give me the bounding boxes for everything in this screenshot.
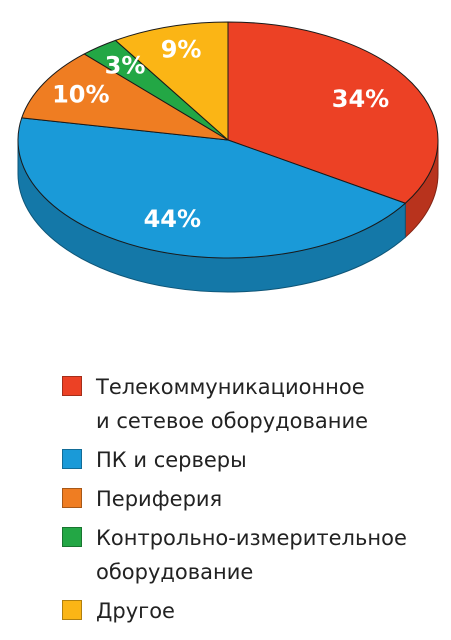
legend-item-other: Другое	[62, 594, 442, 628]
legend-swatch-pc-servers	[62, 449, 82, 469]
pie-slice-other	[114, 21, 229, 141]
pie-slice-telecom	[227, 21, 439, 204]
legend-label-other: Другое	[96, 594, 175, 628]
legend-item-measurement: Контрольно-измерительное оборудование	[62, 521, 442, 589]
pie-slice-peripherals	[21, 53, 229, 141]
legend-label-other-line-1: Другое	[96, 599, 175, 623]
legend-label-peripherals-line-1: Периферия	[96, 487, 223, 511]
legend-label-measurement-line-1: Контрольно-измерительное	[96, 526, 407, 550]
legend-item-pc-servers: ПК и серверы	[62, 443, 442, 477]
pie-chart: 34% 44% 10%3% 9%	[17, 21, 439, 293]
legend-label-telecom-line-2: и сетевое оборудование	[96, 409, 369, 433]
legend-label-pc-servers: ПК и серверы	[96, 443, 247, 477]
legend-label-telecom-line-1: Телекоммуникационное	[96, 375, 365, 399]
pie-label-pc-servers: 44%	[144, 205, 201, 233]
pie-label-telecom: 34%	[332, 85, 389, 113]
pie-label-other: 9%	[161, 35, 202, 63]
legend-swatch-peripherals	[62, 488, 82, 508]
legend-label-peripherals: Периферия	[96, 482, 222, 516]
legend-item-peripherals: Периферия	[62, 482, 442, 516]
pie-label-measurement: 3%	[105, 51, 146, 79]
legend-label-pc-servers-line-1: ПК и серверы	[96, 448, 247, 472]
legend-label-measurement: Контрольно-измерительное оборудование	[96, 521, 407, 589]
legend-label-measurement-line-2: оборудование	[96, 560, 254, 584]
legend-swatch-telecom	[62, 376, 82, 396]
legend-item-telecom: Телекоммуникационное и сетевое оборудова…	[62, 370, 442, 438]
legend-swatch-other	[62, 600, 82, 620]
pie-label-peripherals: 10%	[52, 81, 109, 109]
legend-swatch-measurement	[62, 527, 82, 547]
legend: Телекоммуникационное и сетевое оборудова…	[62, 370, 442, 633]
legend-label-telecom: Телекоммуникационное и сетевое оборудова…	[96, 370, 368, 438]
pie-slice-pc-servers	[17, 117, 406, 259]
